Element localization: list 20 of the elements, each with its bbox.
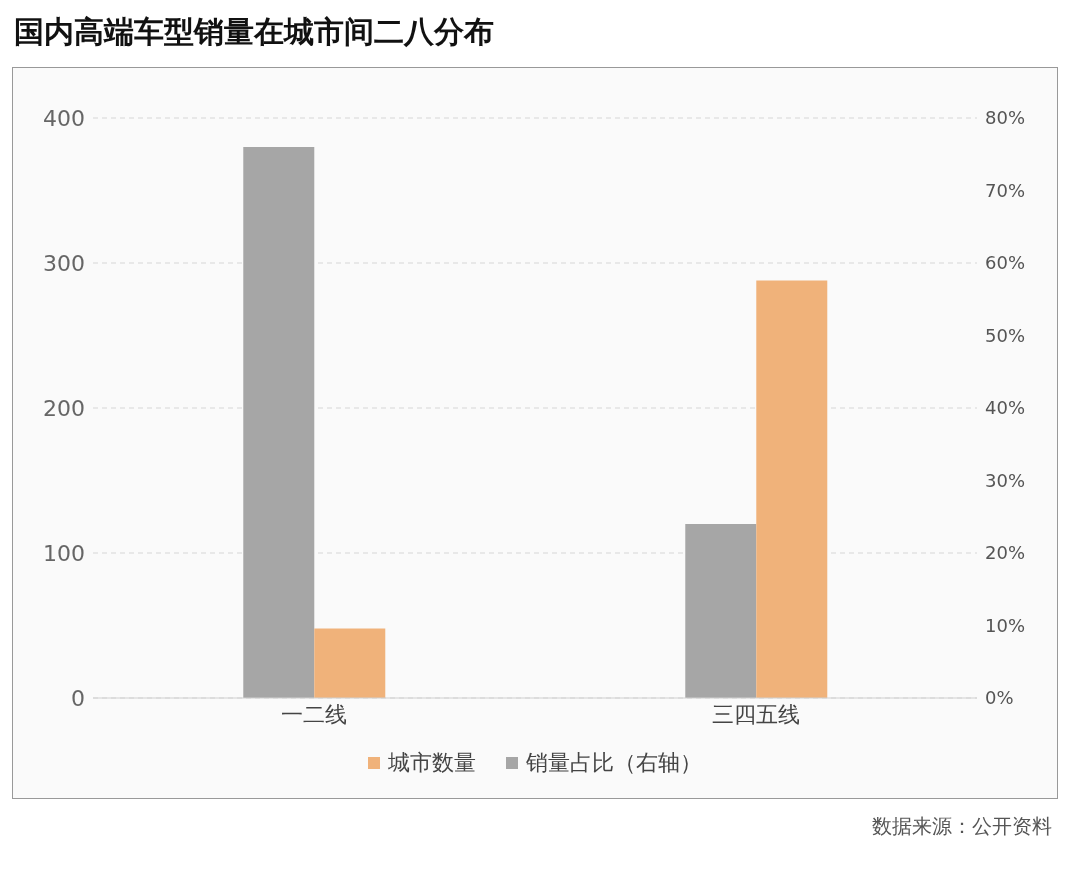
y2-tick-label: 20% bbox=[985, 542, 1026, 564]
legend-label: 销量占比（右轴） bbox=[525, 749, 702, 777]
y-tick-label: 300 bbox=[43, 250, 85, 276]
y2-tick-label: 60% bbox=[985, 252, 1026, 274]
y2-tick-label: 10% bbox=[985, 614, 1026, 636]
y2-tick-label: 30% bbox=[985, 469, 1026, 491]
source-note: 数据来源：公开资料 bbox=[871, 813, 1052, 840]
y-tick-label: 0 bbox=[71, 685, 85, 711]
y-tick-label: 200 bbox=[43, 395, 85, 421]
x-tick-label: 一二线 bbox=[281, 701, 347, 727]
chart-title: 国内高端车型销量在城市间二八分布 bbox=[13, 13, 495, 51]
legend-label: 城市数量 bbox=[387, 749, 476, 777]
y2-tick-label: 0% bbox=[985, 687, 1014, 709]
y2-tick-label: 80% bbox=[985, 107, 1026, 129]
x-tick-label: 三四五线 bbox=[712, 701, 800, 727]
y-tick-label: 100 bbox=[43, 540, 85, 566]
y2-tick-label: 40% bbox=[985, 397, 1026, 419]
y-tick-label: 400 bbox=[43, 105, 85, 131]
y2-tick-label: 70% bbox=[985, 179, 1026, 201]
y2-tick-label: 50% bbox=[985, 324, 1026, 346]
